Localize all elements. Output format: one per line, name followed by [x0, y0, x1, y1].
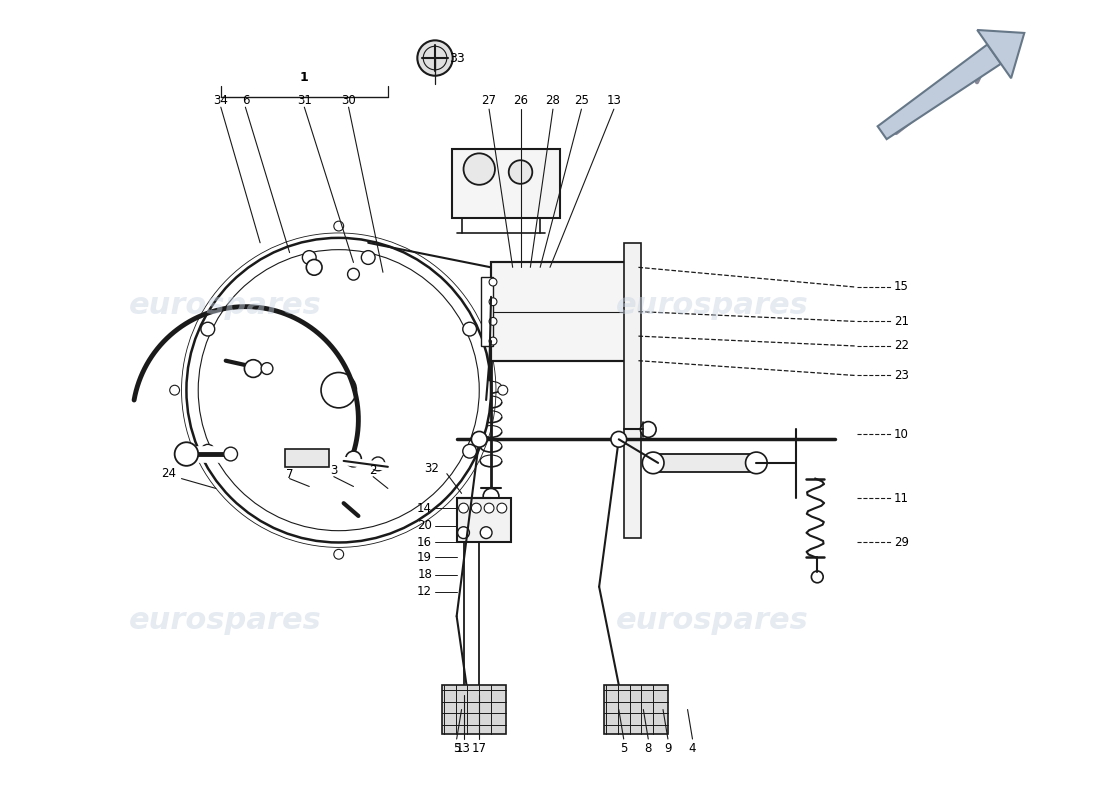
Circle shape — [508, 160, 532, 184]
Text: 9: 9 — [664, 742, 672, 755]
Text: 25: 25 — [574, 94, 589, 106]
Circle shape — [484, 503, 494, 513]
Text: 33: 33 — [449, 51, 464, 65]
Circle shape — [472, 503, 481, 513]
Text: 18: 18 — [417, 569, 432, 582]
Circle shape — [490, 318, 497, 326]
Circle shape — [463, 322, 476, 336]
Bar — [624, 242, 641, 538]
Text: 14: 14 — [417, 502, 432, 514]
Circle shape — [345, 451, 361, 467]
Circle shape — [201, 322, 214, 336]
Circle shape — [642, 452, 664, 474]
Text: 7: 7 — [286, 468, 294, 481]
Text: 19: 19 — [417, 550, 432, 564]
Text: 17: 17 — [472, 742, 487, 755]
Text: eurospares: eurospares — [616, 291, 808, 320]
Circle shape — [244, 360, 262, 378]
Polygon shape — [878, 45, 1001, 139]
Bar — [658, 454, 751, 472]
Text: 10: 10 — [894, 428, 909, 441]
Text: 27: 27 — [482, 94, 496, 106]
Text: 5: 5 — [620, 742, 627, 755]
Circle shape — [481, 526, 492, 538]
Circle shape — [498, 386, 508, 395]
Text: 13: 13 — [456, 742, 471, 755]
Text: 4: 4 — [689, 742, 696, 755]
Bar — [456, 498, 510, 542]
Circle shape — [261, 362, 273, 374]
Text: 29: 29 — [894, 536, 909, 549]
Circle shape — [321, 373, 356, 408]
Text: 26: 26 — [513, 94, 528, 106]
Text: 15: 15 — [894, 281, 909, 294]
Circle shape — [302, 250, 316, 264]
Circle shape — [463, 444, 476, 458]
Bar — [285, 449, 329, 467]
Text: 6: 6 — [242, 94, 249, 106]
Circle shape — [490, 298, 497, 306]
Circle shape — [497, 503, 507, 513]
Text: 23: 23 — [894, 369, 909, 382]
Text: 3: 3 — [330, 464, 338, 478]
Circle shape — [640, 422, 656, 438]
Text: eurospares: eurospares — [130, 291, 322, 320]
Text: 11: 11 — [894, 492, 909, 505]
Bar — [442, 685, 506, 734]
Circle shape — [348, 268, 360, 280]
Text: 24: 24 — [162, 467, 176, 480]
Bar — [491, 262, 628, 361]
Bar — [452, 150, 560, 218]
Circle shape — [417, 40, 453, 76]
Circle shape — [361, 250, 375, 264]
Text: eurospares: eurospares — [130, 606, 322, 634]
Polygon shape — [977, 30, 1024, 78]
Circle shape — [746, 452, 767, 474]
Text: 22: 22 — [894, 339, 909, 353]
Text: 28: 28 — [546, 94, 560, 106]
Circle shape — [223, 447, 238, 461]
Text: 1: 1 — [300, 71, 309, 84]
Text: 5: 5 — [453, 742, 460, 755]
Circle shape — [186, 238, 491, 542]
Circle shape — [610, 431, 627, 447]
Text: 20: 20 — [417, 519, 432, 532]
Text: 21: 21 — [894, 315, 909, 328]
Circle shape — [169, 386, 179, 395]
Text: eurospares: eurospares — [616, 606, 808, 634]
Circle shape — [201, 444, 214, 458]
Circle shape — [459, 503, 469, 513]
Circle shape — [306, 259, 322, 275]
Text: 34: 34 — [213, 94, 229, 106]
Text: 12: 12 — [417, 585, 432, 598]
Circle shape — [458, 526, 470, 538]
Circle shape — [490, 278, 497, 286]
Circle shape — [333, 221, 343, 231]
Bar — [481, 277, 493, 346]
Circle shape — [483, 489, 499, 504]
Circle shape — [333, 550, 343, 559]
Text: 16: 16 — [417, 536, 432, 549]
Text: 13: 13 — [606, 94, 621, 106]
Text: 30: 30 — [341, 94, 356, 106]
Text: 8: 8 — [645, 742, 652, 755]
Circle shape — [371, 457, 385, 470]
Circle shape — [472, 431, 487, 447]
Bar — [491, 262, 628, 361]
Text: 32: 32 — [425, 462, 440, 475]
Circle shape — [463, 154, 495, 185]
Circle shape — [175, 442, 198, 466]
Bar — [604, 685, 668, 734]
Text: 2: 2 — [370, 464, 377, 478]
Circle shape — [490, 337, 497, 345]
Text: 31: 31 — [297, 94, 311, 106]
